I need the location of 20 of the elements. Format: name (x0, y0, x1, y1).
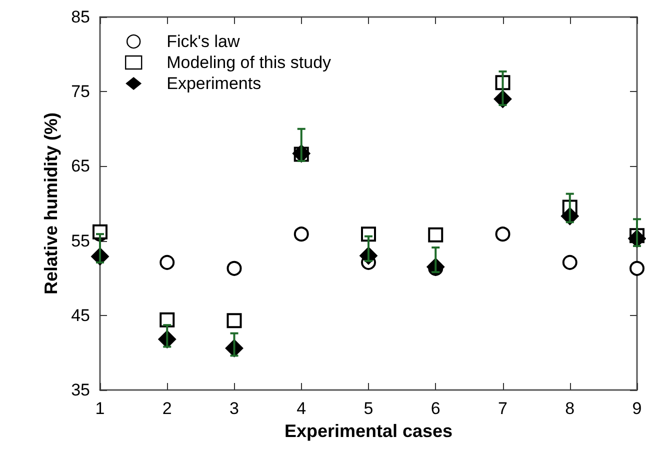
y-tick-label: 35 (71, 380, 90, 400)
x-tick-label: 7 (498, 399, 508, 418)
y-tick-label: 65 (71, 156, 90, 176)
x-tick-label: 6 (430, 399, 440, 418)
x-tick-label: 9 (632, 399, 642, 418)
x-tick-label: 3 (230, 399, 239, 418)
legend-label: Modeling of this study (166, 53, 332, 72)
x-tick-label: 8 (565, 399, 575, 418)
y-tick-label: 45 (71, 306, 90, 325)
legend-label: Fick's law (166, 32, 240, 51)
x-tick-label: 4 (296, 399, 306, 418)
legend-label: Experiments (166, 74, 262, 93)
y-tick-label: 85 (71, 8, 90, 26)
y-tick-label: 75 (71, 82, 90, 102)
x-tick-label: 2 (162, 399, 172, 418)
x-axis-title: Experimental cases (284, 420, 453, 441)
y-tick-label: 55 (71, 231, 90, 250)
x-tick-label: 1 (95, 399, 105, 418)
y-axis-title: Relative humidity (%) (41, 112, 61, 295)
x-tick-label: 5 (364, 399, 374, 418)
